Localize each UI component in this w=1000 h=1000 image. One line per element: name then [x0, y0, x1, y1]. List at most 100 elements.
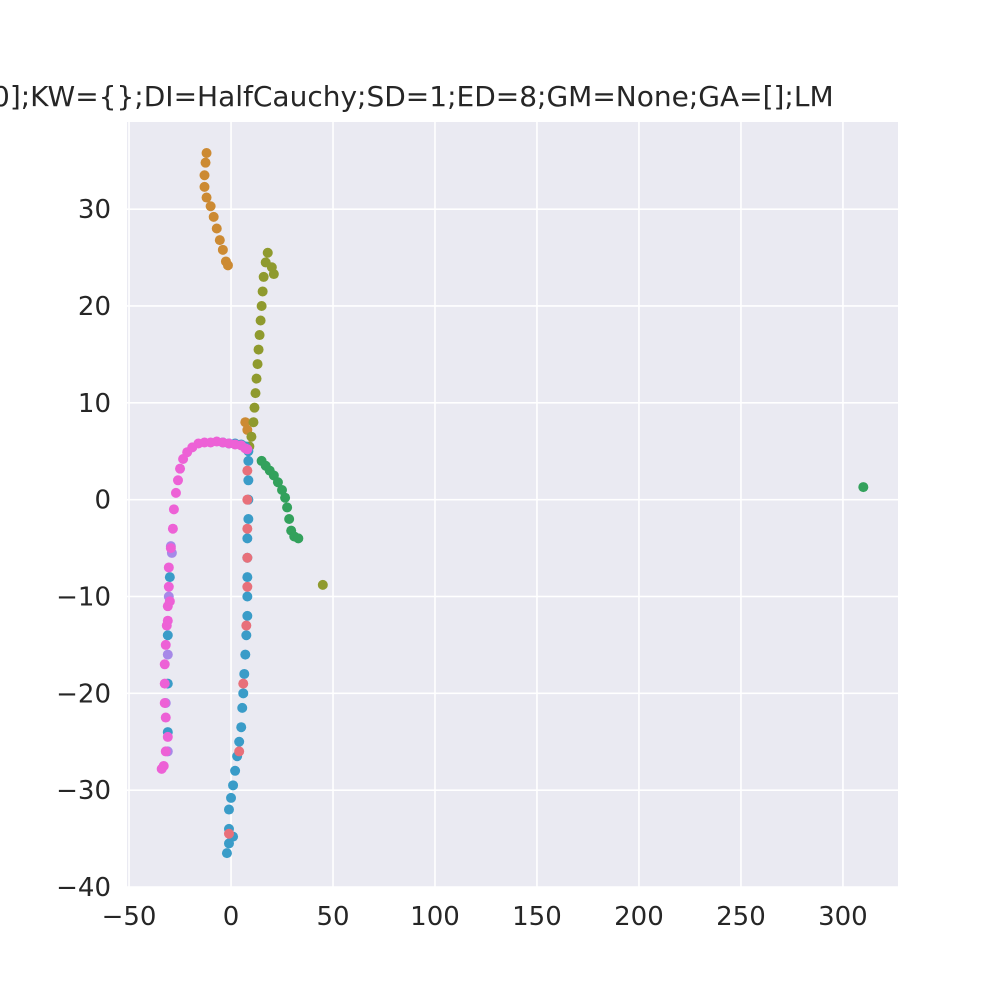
data-point	[280, 492, 291, 503]
data-point	[242, 533, 253, 544]
data-point	[170, 487, 181, 498]
data-point	[223, 804, 234, 815]
data-point	[165, 543, 176, 554]
data-point	[242, 591, 253, 602]
y-tick-label: 10	[78, 389, 111, 419]
data-point	[208, 211, 219, 222]
data-point	[242, 494, 253, 505]
data-point	[160, 746, 171, 757]
data-point	[172, 475, 183, 486]
data-point	[243, 514, 254, 525]
y-tick-label: −20	[56, 679, 111, 709]
data-point	[163, 562, 174, 573]
y-tick-label: 0	[94, 486, 111, 516]
data-point	[246, 431, 257, 442]
data-point	[243, 475, 254, 486]
series-group	[223, 465, 253, 839]
data-point	[164, 596, 175, 607]
x-tick-label: 150	[512, 902, 562, 932]
data-point	[268, 269, 279, 280]
data-point	[238, 678, 249, 689]
data-point	[167, 523, 178, 534]
data-point	[253, 344, 264, 355]
data-point	[168, 504, 179, 515]
data-point	[242, 465, 253, 476]
data-point	[241, 620, 252, 631]
grid-lines	[127, 122, 898, 888]
x-tick-label: 200	[614, 902, 664, 932]
data-point	[242, 581, 253, 592]
data-point	[159, 659, 170, 670]
data-point	[248, 417, 259, 428]
data-point	[221, 848, 232, 859]
y-tick-label: 30	[78, 195, 111, 225]
series-group	[244, 247, 328, 590]
data-point	[201, 147, 212, 158]
data-point	[201, 192, 212, 203]
y-tick-label: −10	[56, 582, 111, 612]
y-tick-label: −40	[56, 873, 111, 903]
data-point	[242, 444, 253, 455]
data-point	[242, 523, 253, 534]
data-point	[205, 201, 216, 212]
data-point	[257, 286, 268, 297]
data-point	[238, 688, 249, 699]
data-point	[160, 712, 171, 723]
data-point	[251, 373, 262, 384]
data-point	[250, 388, 261, 399]
data-point	[317, 579, 328, 590]
data-point	[242, 610, 253, 621]
data-point	[199, 181, 210, 192]
data-point	[240, 417, 251, 428]
data-point	[158, 760, 169, 771]
data-point	[226, 792, 237, 803]
data-point	[214, 235, 225, 246]
data-point	[236, 722, 247, 733]
data-point	[234, 736, 245, 747]
y-tick-label: −30	[56, 776, 111, 806]
chart-title-text: 0];KW={};DI=HalfCauchy;SD=1;ED=8;GM=None…	[0, 80, 834, 113]
data-point	[242, 572, 253, 583]
x-tick-label: 250	[716, 902, 766, 932]
data-point	[293, 533, 304, 544]
x-tick-label: 50	[316, 902, 349, 932]
data-point	[252, 359, 263, 370]
x-tick-label: −50	[102, 902, 157, 932]
data-point	[164, 572, 175, 583]
data-point	[228, 780, 239, 791]
data-point	[163, 581, 174, 592]
data-point	[199, 170, 210, 181]
data-point	[162, 731, 173, 742]
data-point	[200, 157, 211, 168]
y-tick-labels: −40 −30 −20 −10 0 10 20 30	[56, 195, 111, 903]
x-tick-labels: −50 0 50 100 150 200 250 300	[102, 902, 868, 932]
data-point	[162, 630, 173, 641]
data-point	[217, 244, 228, 255]
data-point	[223, 828, 234, 839]
data-point	[282, 502, 293, 513]
series-group	[156, 436, 253, 774]
data-point	[239, 668, 250, 679]
plot-background	[127, 122, 898, 887]
x-tick-label: 0	[223, 902, 240, 932]
data-point	[858, 482, 869, 493]
y-tick-label: 20	[78, 292, 111, 322]
data-point	[243, 455, 254, 466]
data-point	[240, 649, 251, 660]
data-point	[249, 402, 260, 413]
data-point	[262, 247, 273, 258]
data-point	[175, 463, 186, 474]
data-point	[256, 300, 267, 311]
data-point	[162, 649, 173, 660]
x-tick-label: 100	[410, 902, 460, 932]
data-point	[159, 698, 170, 709]
data-point	[272, 477, 283, 488]
data-point	[242, 552, 253, 563]
data-point	[255, 315, 266, 326]
data-point	[160, 639, 171, 650]
data-point	[211, 223, 222, 234]
data-point	[222, 260, 233, 271]
data-point	[230, 765, 241, 776]
